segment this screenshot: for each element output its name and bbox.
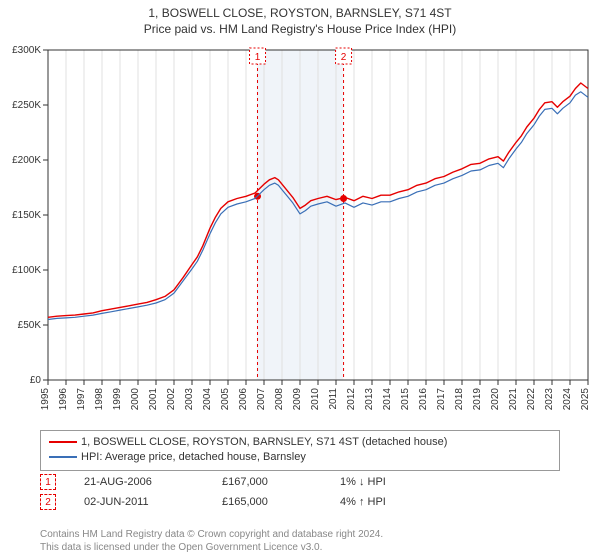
svg-text:2007: 2007 — [256, 388, 267, 411]
svg-text:2008: 2008 — [274, 388, 285, 411]
svg-text:2015: 2015 — [400, 388, 411, 411]
svg-text:2000: 2000 — [130, 388, 141, 411]
svg-text:1995: 1995 — [40, 388, 51, 411]
legend-label: HPI: Average price, detached house, Barn… — [81, 451, 306, 463]
legend-row: HPI: Average price, detached house, Barn… — [49, 450, 551, 465]
svg-text:2019: 2019 — [472, 388, 483, 411]
svg-text:1997: 1997 — [76, 388, 87, 411]
svg-text:2003: 2003 — [184, 388, 195, 411]
svg-text:2004: 2004 — [202, 388, 213, 411]
svg-text:2009: 2009 — [292, 388, 303, 411]
svg-text:£150K: £150K — [12, 210, 41, 221]
chart-container: 1, BOSWELL CLOSE, ROYSTON, BARNSLEY, S71… — [0, 0, 600, 560]
legend-swatch — [49, 456, 77, 458]
legend-box: 1, BOSWELL CLOSE, ROYSTON, BARNSLEY, S71… — [40, 430, 560, 471]
svg-text:£250K: £250K — [12, 100, 41, 111]
svg-text:1999: 1999 — [112, 388, 123, 411]
sale-date: 02-JUN-2011 — [84, 496, 194, 508]
svg-text:2016: 2016 — [418, 388, 429, 411]
svg-text:£200K: £200K — [12, 155, 41, 166]
svg-text:£50K: £50K — [18, 320, 42, 331]
sale-date: 21-AUG-2006 — [84, 476, 194, 488]
svg-text:2017: 2017 — [436, 388, 447, 411]
svg-text:2020: 2020 — [490, 388, 501, 411]
svg-text:£0: £0 — [30, 375, 42, 386]
svg-text:2024: 2024 — [562, 388, 573, 411]
svg-text:2013: 2013 — [364, 388, 375, 411]
svg-text:2021: 2021 — [508, 388, 519, 411]
sale-row: 1 21-AUG-2006 £167,000 1% ↓ HPI — [40, 472, 560, 492]
legend-swatch — [49, 441, 77, 443]
svg-text:2010: 2010 — [310, 388, 321, 411]
sale-row: 2 02-JUN-2011 £165,000 4% ↑ HPI — [40, 492, 560, 512]
svg-text:2014: 2014 — [382, 388, 393, 411]
sale-delta: 1% ↓ HPI — [340, 476, 386, 488]
svg-text:1: 1 — [255, 52, 261, 63]
svg-text:£100K: £100K — [12, 265, 41, 276]
sale-delta: 4% ↑ HPI — [340, 496, 386, 508]
sale-badge: 1 — [40, 474, 56, 490]
sale-badge: 2 — [40, 494, 56, 510]
svg-text:2: 2 — [341, 52, 347, 63]
svg-text:£300K: £300K — [12, 45, 41, 56]
svg-text:2005: 2005 — [220, 388, 231, 411]
sale-price: £165,000 — [222, 496, 312, 508]
legend-row: 1, BOSWELL CLOSE, ROYSTON, BARNSLEY, S71… — [49, 435, 551, 450]
svg-text:2011: 2011 — [328, 388, 339, 410]
footer-line2: This data is licensed under the Open Gov… — [40, 541, 560, 554]
footer-attribution: Contains HM Land Registry data © Crown c… — [40, 528, 560, 554]
title-line1: 1, BOSWELL CLOSE, ROYSTON, BARNSLEY, S71… — [0, 6, 600, 20]
svg-text:2025: 2025 — [580, 388, 591, 411]
svg-text:2023: 2023 — [544, 388, 555, 411]
svg-text:2012: 2012 — [346, 388, 357, 411]
title-line2: Price paid vs. HM Land Registry's House … — [0, 22, 600, 36]
svg-text:1996: 1996 — [58, 388, 69, 411]
sales-table: 1 21-AUG-2006 £167,000 1% ↓ HPI 2 02-JUN-2011… — [40, 472, 560, 512]
sale-price: £167,000 — [222, 476, 312, 488]
title-block: 1, BOSWELL CLOSE, ROYSTON, BARNSLEY, S71… — [0, 0, 600, 36]
chart-area: 1995 1996 1997 1998 1999 2000 2001 2002 2003 2004… — [0, 40, 600, 420]
line-chart-svg: 1995 1996 1997 1998 1999 2000 2001 2002 2003 2004… — [0, 40, 600, 420]
svg-text:2002: 2002 — [166, 388, 177, 411]
footer-line1: Contains HM Land Registry data © Crown c… — [40, 528, 560, 541]
legend-label: 1, BOSWELL CLOSE, ROYSTON, BARNSLEY, S71… — [81, 436, 447, 448]
svg-text:2018: 2018 — [454, 388, 465, 411]
svg-text:2022: 2022 — [526, 388, 537, 411]
svg-text:2006: 2006 — [238, 388, 249, 411]
svg-text:2001: 2001 — [148, 388, 159, 411]
svg-text:1998: 1998 — [94, 388, 105, 411]
